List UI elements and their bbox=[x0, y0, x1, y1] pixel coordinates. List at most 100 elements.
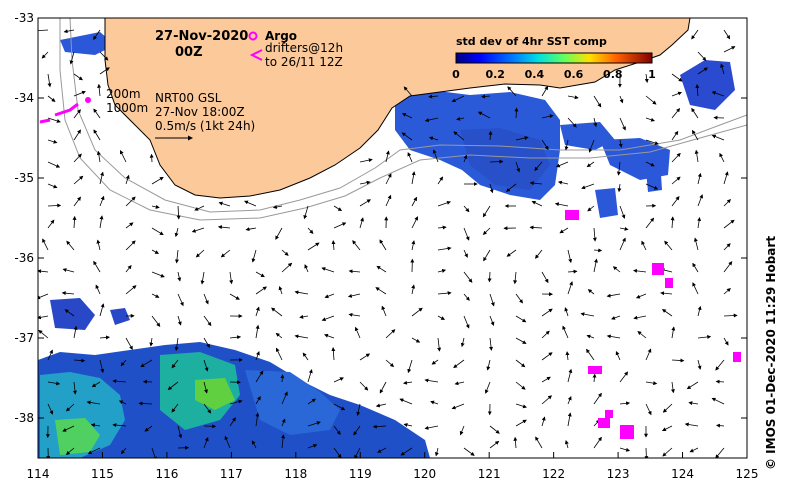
current-vector bbox=[618, 139, 623, 148]
current-vector bbox=[229, 271, 234, 285]
current-vector bbox=[171, 403, 179, 413]
current-vector bbox=[697, 194, 704, 207]
current-vector bbox=[437, 176, 444, 185]
current-vector bbox=[255, 324, 260, 339]
lat-tick-label: -35 bbox=[14, 171, 34, 185]
contour-200-label: 200m bbox=[106, 87, 141, 101]
current-vector bbox=[353, 425, 361, 436]
current-vector bbox=[138, 401, 153, 406]
current-vector bbox=[125, 337, 133, 350]
current-vector bbox=[91, 381, 101, 388]
current-vector bbox=[514, 107, 519, 119]
current-vector bbox=[484, 381, 491, 394]
current-vector bbox=[541, 352, 553, 361]
current-vector bbox=[229, 399, 243, 405]
current-vector bbox=[64, 309, 75, 317]
current-vector bbox=[593, 436, 602, 449]
lon-tick-label: 117 bbox=[220, 467, 243, 481]
current-vector bbox=[255, 306, 260, 317]
current-vector bbox=[691, 107, 699, 119]
current-vector bbox=[477, 111, 491, 119]
current-vector bbox=[66, 240, 75, 251]
current-vector bbox=[376, 265, 387, 273]
current-vector bbox=[635, 293, 647, 299]
current-vector bbox=[125, 222, 134, 229]
current-vector bbox=[72, 215, 77, 229]
current-vector bbox=[723, 199, 731, 207]
current-vector bbox=[356, 403, 361, 416]
current-vector bbox=[307, 398, 316, 405]
current-vector bbox=[167, 381, 179, 390]
current-vector bbox=[385, 173, 392, 185]
current-vector bbox=[174, 337, 179, 352]
current-vector bbox=[65, 447, 75, 456]
longitude-axis: 114 115 116 117 118 119 120 121 122 123 124 125 bbox=[27, 452, 758, 481]
current-vector bbox=[645, 381, 658, 386]
contour-1000-label: 1000m bbox=[106, 101, 148, 115]
current-vector bbox=[671, 196, 680, 207]
current-vector bbox=[294, 334, 309, 339]
current-vector bbox=[41, 51, 49, 59]
current-vector bbox=[149, 153, 154, 163]
current-vector bbox=[385, 359, 395, 368]
current-vector bbox=[711, 397, 725, 405]
current-vector bbox=[541, 114, 554, 119]
bathymetry-contours bbox=[59, 18, 747, 221]
current-vector bbox=[424, 378, 439, 383]
current-vector bbox=[348, 312, 361, 317]
current-vector bbox=[381, 305, 387, 317]
drifter-markers bbox=[39, 97, 741, 439]
current-vector bbox=[619, 117, 626, 131]
current-vector bbox=[557, 180, 569, 185]
current-vector bbox=[515, 136, 529, 141]
current-vector bbox=[723, 46, 736, 53]
current-vector bbox=[299, 314, 309, 319]
current-vector bbox=[463, 154, 468, 163]
current-vector bbox=[723, 29, 731, 40]
current-vector bbox=[515, 293, 523, 304]
current-vector bbox=[564, 139, 569, 151]
current-vector bbox=[331, 347, 336, 361]
current-vector bbox=[592, 227, 597, 242]
current-vector bbox=[432, 149, 439, 163]
current-vector bbox=[385, 194, 392, 207]
current-vector bbox=[697, 217, 702, 229]
current-vector bbox=[385, 150, 390, 163]
current-vector bbox=[619, 205, 626, 219]
current-vector bbox=[275, 332, 283, 339]
current-vector bbox=[645, 117, 655, 122]
current-vector bbox=[644, 73, 649, 83]
current-vector bbox=[333, 222, 347, 229]
current-vector bbox=[255, 412, 260, 427]
current-vector bbox=[47, 95, 56, 102]
current-vector bbox=[507, 86, 517, 97]
map-date: 27-Nov-2020 bbox=[155, 29, 248, 44]
current-vector bbox=[333, 205, 343, 212]
current-vector bbox=[541, 85, 549, 97]
current-vector bbox=[151, 227, 164, 236]
current-vector bbox=[321, 267, 335, 273]
current-vector bbox=[112, 379, 127, 384]
current-vector bbox=[93, 108, 101, 119]
lon-tick-label: 118 bbox=[284, 467, 307, 481]
current-vector bbox=[125, 285, 137, 295]
current-vector bbox=[567, 269, 578, 274]
current-vector bbox=[715, 379, 725, 384]
current-vector bbox=[541, 271, 549, 284]
current-vector bbox=[515, 419, 527, 427]
current-vectors-layer bbox=[38, 28, 738, 458]
current-vector bbox=[697, 172, 702, 185]
current-vector bbox=[72, 381, 77, 395]
current-vector bbox=[302, 352, 309, 361]
current-vector bbox=[245, 227, 257, 232]
current-vector bbox=[463, 249, 468, 258]
current-vector bbox=[401, 132, 413, 141]
current-vector bbox=[359, 381, 369, 391]
credit-label: © IMOS 01-Dec-2020 11:29 Hobart bbox=[764, 235, 778, 470]
current-vector bbox=[723, 219, 735, 229]
current-vector bbox=[379, 381, 387, 394]
current-vector bbox=[272, 205, 283, 209]
current-vector bbox=[671, 152, 681, 163]
current-vector bbox=[531, 200, 543, 207]
drifter-legend-icon bbox=[249, 49, 263, 61]
